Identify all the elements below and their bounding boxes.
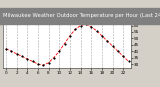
Text: Milwaukee Weather Outdoor Temperature per Hour (Last 24 Hours): Milwaukee Weather Outdoor Temperature pe… <box>3 13 160 18</box>
